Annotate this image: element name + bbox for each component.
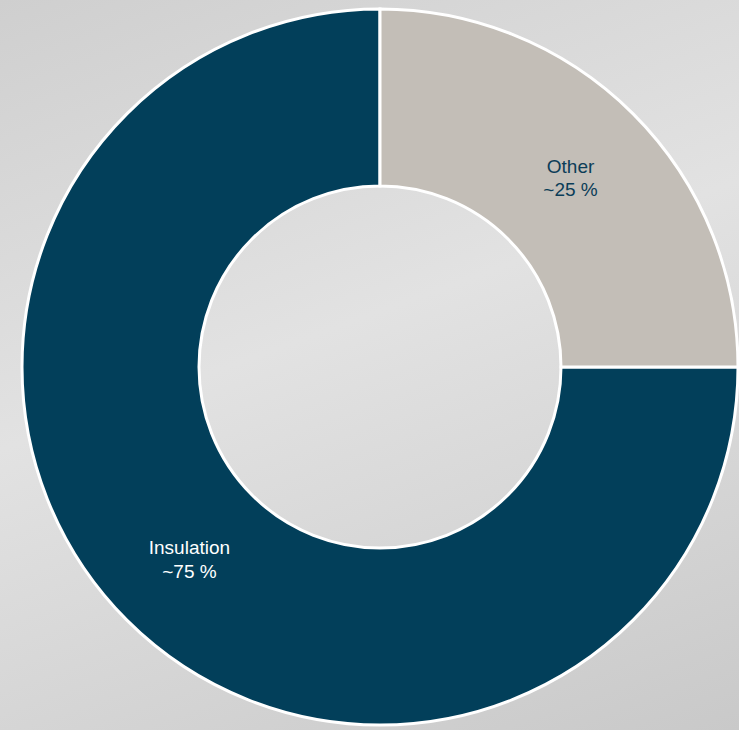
slices: [22, 9, 738, 725]
value-label: ~25 %: [543, 179, 598, 200]
slice-label: Other~25 %: [543, 156, 598, 201]
value-label: ~75 %: [162, 561, 217, 582]
labels: Insulation ~75 % Other~25 %: [149, 156, 598, 582]
category-label: Other: [547, 156, 595, 177]
slice: [380, 9, 738, 367]
category-label: Insulation: [149, 537, 230, 558]
slice: [22, 9, 738, 725]
slice-label: Insulation ~75 %: [149, 537, 230, 582]
chart: Insulation ~75 % Other~25 %: [0, 0, 739, 730]
